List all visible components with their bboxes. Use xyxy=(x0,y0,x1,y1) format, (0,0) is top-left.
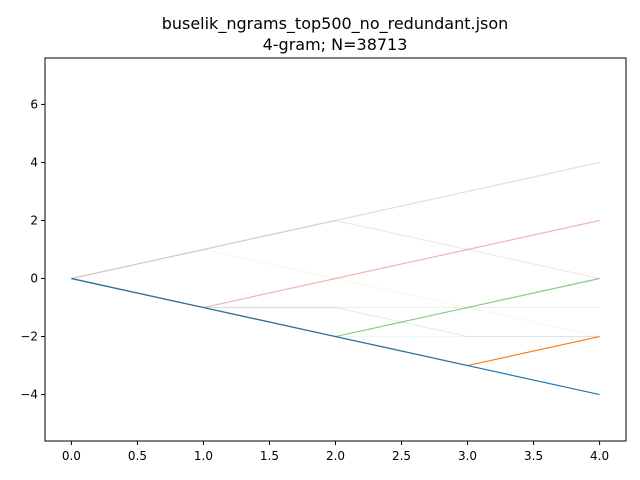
y-tick-label: −4 xyxy=(20,388,38,402)
x-tick-label: 0.5 xyxy=(128,449,147,463)
y-tick-label: −2 xyxy=(20,330,38,344)
series-line-5 xyxy=(71,219,600,280)
chart-title: buselik_ngrams_top500_no_redundant.json xyxy=(162,14,509,34)
x-tick-label: 4.0 xyxy=(590,449,609,463)
x-axis-ticks: 0.0 0.5 1.0 1.5 2.0 2.5 3.0 3.5 4.0 xyxy=(62,441,609,463)
y-tick-label: 4 xyxy=(30,155,38,169)
y-tick-label: 0 xyxy=(30,272,38,286)
x-tick-label: 2.0 xyxy=(326,449,345,463)
series-line-4 xyxy=(71,161,600,280)
x-tick-label: 1.0 xyxy=(194,449,213,463)
plot-frame xyxy=(44,57,627,442)
x-tick-label: 3.0 xyxy=(458,449,477,463)
x-tick-label: 0.0 xyxy=(62,449,81,463)
series-layer xyxy=(71,161,600,396)
chart-subtitle: 4-gram; N=38713 xyxy=(263,35,408,54)
x-tick-label: 1.5 xyxy=(260,449,279,463)
x-tick-label: 3.5 xyxy=(524,449,543,463)
y-tick-label: 2 xyxy=(30,213,38,227)
y-axis-ticks: −4 −2 0 2 4 6 xyxy=(20,97,45,402)
y-tick-label: 6 xyxy=(30,97,38,111)
x-tick-label: 2.5 xyxy=(392,449,411,463)
series-line-8 xyxy=(71,248,600,338)
series-line-0 xyxy=(71,277,600,396)
